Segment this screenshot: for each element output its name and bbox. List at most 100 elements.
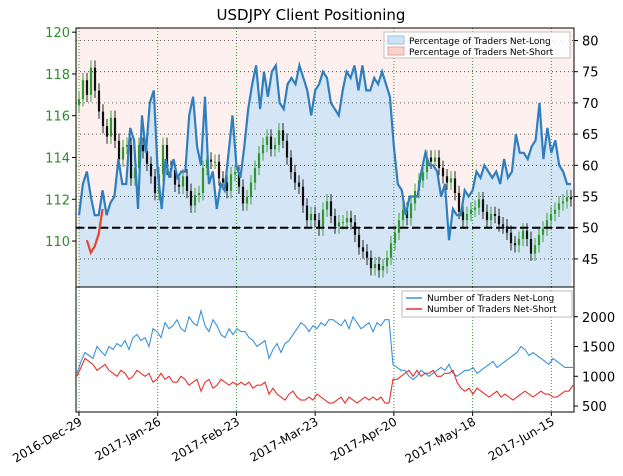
candle-body — [337, 222, 341, 227]
candle-body — [569, 197, 573, 200]
candle-body — [425, 157, 429, 173]
candle-body — [429, 157, 433, 162]
candle-body — [525, 230, 529, 239]
candle-body — [365, 251, 369, 258]
candle-body — [485, 211, 489, 221]
right-tick-label: 1500 — [582, 341, 615, 356]
candle-body — [565, 197, 569, 202]
x-tick-label: 2017-May-18 — [403, 414, 478, 466]
candle-body — [441, 167, 445, 177]
x-tick-label: 2016-Dec-29 — [10, 414, 84, 465]
candle-body — [357, 234, 361, 248]
x-tick-label: 2017-Mar-23 — [248, 414, 321, 464]
candle-body — [105, 126, 109, 137]
candle-body — [473, 207, 477, 210]
candle-body — [361, 247, 365, 252]
bottom-legend-box — [401, 290, 573, 318]
candle-body — [513, 243, 517, 246]
candle-body — [193, 195, 197, 206]
candle-body — [461, 211, 465, 221]
candle-body — [209, 159, 213, 162]
candle-body — [309, 213, 313, 221]
top-legend-box — [383, 31, 571, 59]
candle-body — [141, 144, 145, 152]
candle-body — [265, 136, 269, 145]
candle-body — [261, 144, 265, 154]
candle-body — [401, 209, 405, 221]
candle-body — [545, 220, 549, 229]
candle-body — [393, 232, 397, 244]
candle-body — [433, 157, 437, 162]
candle-body — [345, 218, 349, 223]
candle-body — [537, 234, 541, 246]
candle-body — [85, 80, 89, 95]
legend-swatch — [387, 35, 405, 45]
candle-body — [117, 140, 121, 160]
candle-body — [349, 218, 353, 223]
candle-body — [409, 203, 413, 219]
candle-body — [449, 178, 453, 183]
candle-body — [245, 197, 249, 204]
candle-body — [521, 230, 525, 239]
right-tick-label: 1000 — [582, 370, 615, 385]
candle-body — [177, 184, 181, 187]
candle-body — [229, 174, 233, 191]
candle-body — [477, 199, 481, 208]
x-tick-label: 2017-Jan-26 — [92, 414, 163, 463]
candle-body — [201, 167, 205, 194]
candle-body — [437, 157, 441, 168]
candle-body — [533, 245, 537, 254]
right-tick-label: 500 — [582, 400, 607, 415]
candle-body — [285, 140, 289, 158]
bottom-panel: 500 1000 1500 2000 Number of Traders Net-Lon… — [75, 286, 615, 415]
left-tick-label: 116 — [45, 110, 70, 125]
candle-body — [333, 215, 337, 227]
candle-body — [557, 203, 561, 210]
candle-body — [237, 172, 241, 187]
candle-body — [493, 213, 497, 216]
candle-body — [481, 199, 485, 212]
x-tick-label: 2017-Apr-20 — [328, 414, 399, 463]
candle-body — [297, 182, 301, 187]
candle-body — [421, 172, 425, 181]
candle-body — [381, 266, 385, 271]
candle-body — [101, 111, 105, 127]
left-tick-label: 112 — [45, 193, 70, 208]
candle-body — [397, 220, 401, 233]
right-tick-label: 45 — [582, 253, 599, 268]
candle-body — [221, 178, 225, 183]
candle-body — [97, 90, 101, 112]
candle-body — [497, 215, 501, 225]
x-tick-label: 2017-Jun-15 — [486, 414, 557, 463]
candle-body — [233, 172, 237, 175]
x-tick-label: 2017-Feb-23 — [169, 414, 242, 464]
candle-body — [253, 167, 257, 183]
candle-body — [81, 80, 85, 100]
right-tick-label: 65 — [582, 128, 599, 143]
chart-title: USDJPY Client Positioning — [217, 6, 406, 24]
legend-label: Number of Traders Net-Short — [427, 305, 557, 315]
right-tick-label: 80 — [582, 34, 599, 49]
candle-body — [161, 144, 165, 175]
candle-body — [269, 136, 273, 150]
candle-body — [145, 151, 149, 164]
candle-body — [165, 144, 169, 168]
candle-body — [317, 220, 321, 229]
candle-body — [281, 130, 285, 141]
candle-body — [489, 213, 493, 221]
bottom-frame — [75, 286, 575, 413]
candle-body — [181, 176, 185, 187]
candle-body — [529, 238, 533, 254]
candle-body — [173, 170, 177, 185]
candle-body — [277, 130, 281, 145]
right-tick-label: 50 — [582, 222, 599, 237]
candle-body — [505, 226, 509, 233]
candle-body — [373, 264, 377, 269]
candle-body — [329, 201, 333, 216]
candle-body — [517, 238, 521, 246]
candle-body — [217, 161, 221, 179]
candle-body — [213, 161, 217, 163]
candle-body — [153, 176, 157, 194]
candle-body — [469, 209, 473, 214]
candle-body — [257, 153, 261, 168]
